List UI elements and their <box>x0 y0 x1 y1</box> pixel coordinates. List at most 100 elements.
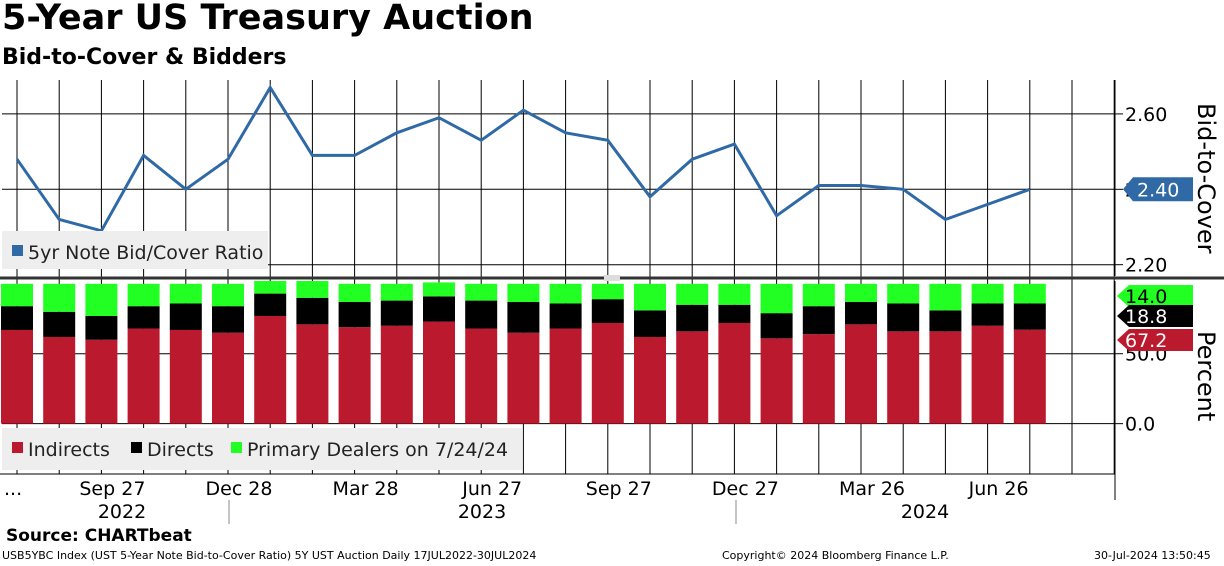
line-last-value-label: 2.40 <box>1137 179 1179 201</box>
bar-directs <box>971 303 1004 326</box>
bar-indirects <box>296 324 329 424</box>
bar-indirects <box>845 324 877 424</box>
bar-directs <box>634 310 666 337</box>
bar-indirects <box>802 334 835 424</box>
x-tick-label: Mar 26 <box>839 478 905 500</box>
bar-primary-dealers <box>1013 283 1046 304</box>
bar-indirects <box>507 332 540 424</box>
bar-last-value-label-indirects: 67.2 <box>1125 330 1167 352</box>
line-legend-swatch <box>12 245 23 256</box>
bar-last-value-tag-indirects <box>1117 329 1193 351</box>
bar-indirects <box>254 315 287 424</box>
bar-indirects <box>549 328 582 424</box>
bar-indirects <box>634 336 666 424</box>
bar-directs <box>929 310 962 332</box>
bar-directs <box>845 301 877 325</box>
bar-indirects <box>212 332 244 424</box>
x-tick-label: Sep 27 <box>79 478 145 500</box>
bar-indirects <box>85 339 118 424</box>
bar-indirects <box>423 321 455 424</box>
bar-directs <box>169 303 202 330</box>
bar-primary-dealers <box>887 283 920 304</box>
bar-indirects <box>338 327 371 424</box>
bar-indirects <box>127 328 160 424</box>
bar-primary-dealers <box>507 283 540 302</box>
bar-directs <box>254 293 287 316</box>
y-tick-label: 0.0 <box>1125 414 1155 436</box>
bar-primary-dealers <box>338 283 371 302</box>
bar-directs <box>1013 303 1046 330</box>
bar-indirects <box>971 325 1004 424</box>
x-year-label: 2024 <box>901 501 949 523</box>
footer-copyright: Copyright© 2024 Bloomberg Finance L.P. <box>722 549 949 562</box>
bar-directs <box>507 301 540 333</box>
bar-indirects <box>43 336 76 424</box>
x-tick-label: Dec 27 <box>712 478 779 500</box>
bar-primary-dealers <box>85 283 118 316</box>
bar-indirects <box>760 338 793 424</box>
bar-y-axis-title: Percent <box>1192 331 1220 421</box>
line-legend-box <box>2 231 268 269</box>
x-tick-label: Jun 27 <box>461 478 522 500</box>
bar-directs <box>423 296 455 322</box>
bar-directs <box>85 315 118 340</box>
bar-primary-dealers <box>465 283 498 301</box>
footer-info: USB5YBC Index (UST 5-Year Note Bid-to-Co… <box>2 549 537 562</box>
bar-primary-dealers <box>423 282 455 297</box>
bar-directs <box>718 304 751 323</box>
bar-directs <box>465 300 498 329</box>
bar-directs <box>802 306 835 335</box>
bar-last-value-tag-dealers <box>1117 285 1193 307</box>
bar-last-value-label-dealers: 14.0 <box>1125 286 1167 308</box>
x-tick-label: Dec 28 <box>206 478 273 500</box>
bar-primary-dealers <box>1 283 33 307</box>
x-tick-label: ... <box>4 478 22 500</box>
bar-indirects <box>465 328 498 424</box>
bar-primary-dealers <box>380 283 413 301</box>
bar-primary-dealers <box>845 283 877 302</box>
bar-directs <box>127 306 160 329</box>
bar-primary-dealers <box>591 283 624 300</box>
bar-directs <box>1 306 33 330</box>
panel-splitter-handle <box>604 275 620 281</box>
legend-label-indirects: Indirects <box>28 439 110 461</box>
bar-primary-dealers <box>212 283 244 307</box>
bar-indirects <box>169 329 202 424</box>
bar-primary-dealers <box>760 283 793 314</box>
bar-primary-dealers <box>169 283 202 304</box>
bar-directs <box>380 300 413 326</box>
bar-primary-dealers <box>634 283 666 311</box>
bar-indirects <box>591 322 624 424</box>
line-legend-label: 5yr Note Bid/Cover Ratio <box>28 242 263 264</box>
bar-primary-dealers <box>802 283 835 307</box>
bar-directs <box>887 303 920 332</box>
bar-primary-dealers <box>971 283 1004 304</box>
footer-timestamp: 30-Jul-2024 13:50:45 <box>1094 549 1211 562</box>
x-tick-label: Sep 27 <box>586 478 652 500</box>
bar-indirects <box>1 329 33 424</box>
bar-primary-dealers <box>929 283 962 311</box>
line-y-axis-title: Bid-to-Cover <box>1192 103 1220 254</box>
bar-directs <box>591 299 624 323</box>
bar-directs <box>338 301 371 328</box>
bar-directs <box>43 311 76 337</box>
bar-indirects <box>887 331 920 424</box>
bar-primary-dealers <box>549 283 582 304</box>
y-tick-label: 2.20 <box>1125 255 1167 277</box>
bar-directs <box>760 313 793 339</box>
bar-primary-dealers <box>676 283 709 305</box>
bar-primary-dealers <box>718 283 751 305</box>
bar-last-value-label-directs: 18.8 <box>1125 306 1167 328</box>
bar-indirects <box>718 322 751 424</box>
bar-indirects <box>380 325 413 424</box>
bar-primary-dealers <box>254 281 287 294</box>
bar-indirects <box>676 331 709 424</box>
bar-directs <box>212 306 244 333</box>
line-last-value-tag <box>1123 177 1193 202</box>
bar-directs <box>296 297 329 325</box>
bar-indirects <box>929 331 962 424</box>
chart-subtitle: Bid-to-Cover & Bidders <box>2 45 287 70</box>
legend-swatch-directs <box>131 442 142 453</box>
x-year-label: 2023 <box>458 501 506 523</box>
